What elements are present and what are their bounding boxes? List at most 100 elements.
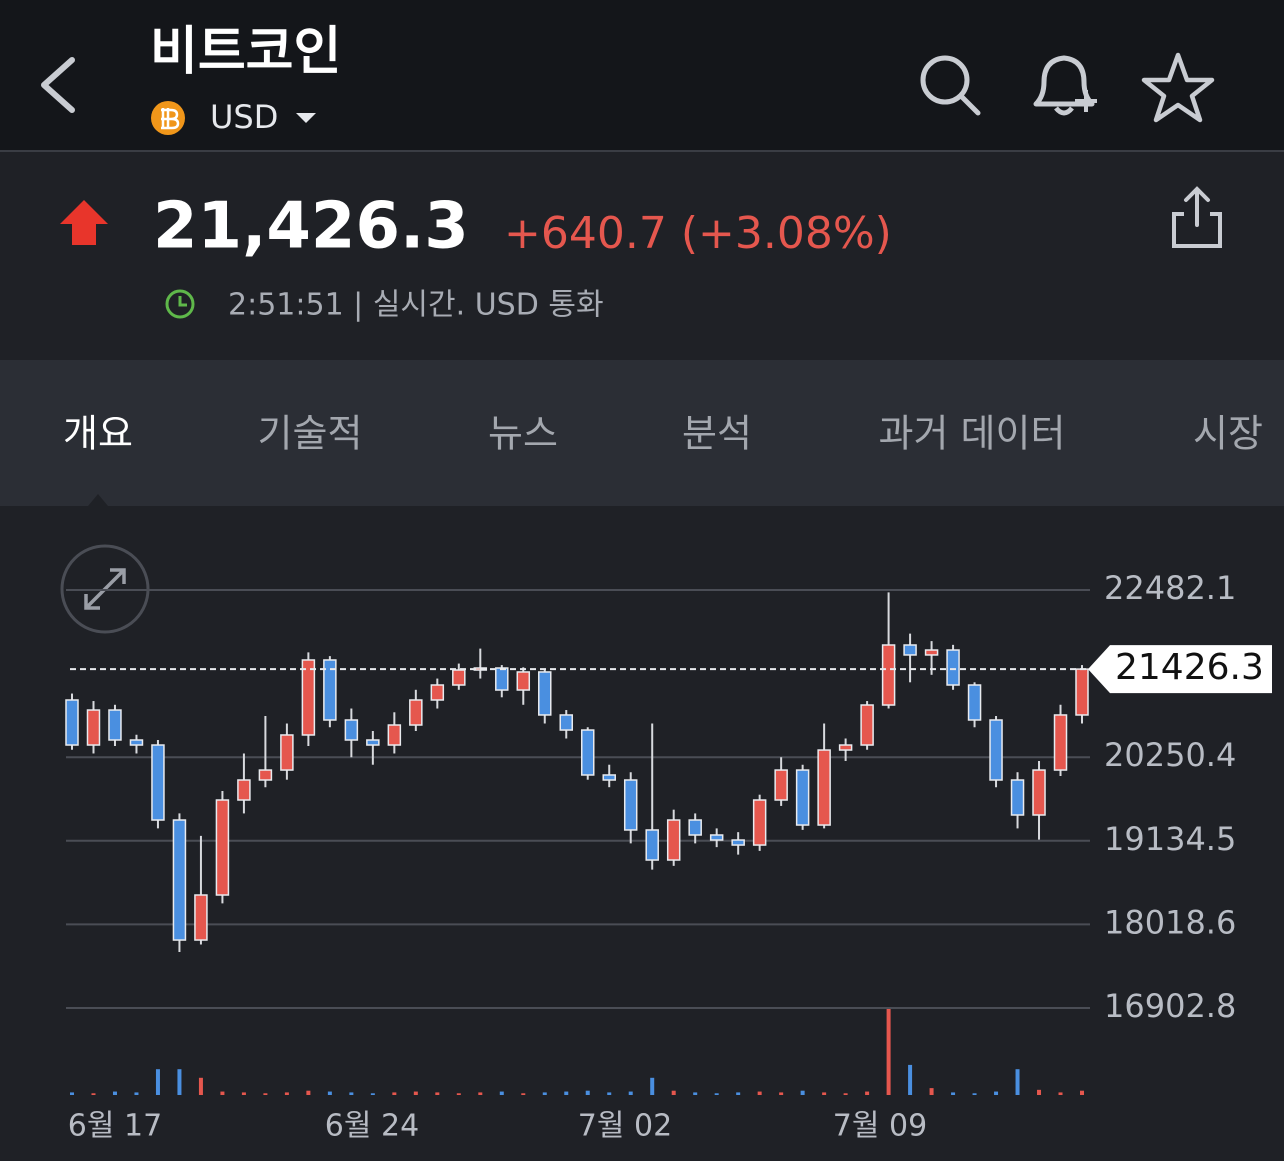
candle-body [881,644,896,706]
volume-bar [91,1093,96,1095]
tab[interactable]: 시장 [1193,412,1263,456]
volume-bar [564,1091,569,1095]
title: 비트코인 [150,22,341,82]
candle-body [688,819,702,836]
candle-body [129,739,144,746]
candle-body [495,667,509,691]
favorite-button[interactable] [1141,52,1215,123]
y-tick-label: 18018.6 [1104,903,1236,941]
candle-body [967,684,982,721]
candle-body [1053,714,1068,771]
x-tick-label: 6월 17 [68,1109,162,1144]
candle-body [623,779,638,831]
volume-bar [865,1091,870,1095]
candle-body [602,774,616,781]
volume-bar [779,1092,784,1095]
x-tick-label: 7월 02 [578,1109,672,1144]
volume-bar [1080,1090,1084,1095]
volume-bar [542,1092,547,1095]
price-change: +640.7 (+3.08%) [504,208,892,259]
quote-panel [0,152,1284,360]
volume-bar [263,1093,268,1095]
candle-body [151,744,165,821]
candle-body [215,799,230,896]
candle-body [559,714,574,731]
status-text: 2:51:51 | 실시간. USD 통화 [228,288,604,323]
candle-body [516,671,531,691]
volume-bar [693,1092,698,1095]
volume-bar [306,1090,311,1095]
y-tick-label: 16902.8 [1104,987,1236,1025]
volume-bar [392,1092,397,1095]
volume-bar [177,1069,182,1095]
volume-bar [478,1092,483,1095]
candle-body [366,739,380,746]
tab-bar [0,360,1284,506]
volume-bar [70,1092,74,1095]
candle-body [65,699,79,746]
volume-bar [1058,1092,1063,1095]
candle-body [709,834,724,841]
tab[interactable]: 분석 [682,412,752,456]
volume-bar [284,1092,289,1095]
volume-bar [607,1092,612,1095]
candle-body [580,729,595,776]
tab[interactable]: 뉴스 [488,412,558,456]
candlestick-chart: 22482.1 20250.4 19134.5 18018.6 16902.8 21426… [65,569,1272,1144]
volume-bar [1015,1069,1020,1095]
candle-body [194,894,208,941]
x-tick-label: 7월 09 [833,1109,927,1144]
candle-body [795,769,810,826]
candle-body [430,684,445,701]
candle-body [838,744,853,751]
candle-body [946,649,960,686]
search-button[interactable] [920,55,981,116]
volume-bar [886,1009,891,1095]
volume-bar [370,1093,375,1095]
candle-body [1010,779,1025,816]
volume-bar [800,1090,805,1095]
candle-body [666,819,681,861]
dropdown-arrow[interactable] [296,113,316,123]
volume-bar [1037,1089,1042,1095]
y-tick-label: 22482.1 [1104,569,1236,607]
currency-selector[interactable]: USD [210,98,278,136]
back-button[interactable] [41,57,75,113]
volume-bar [951,1092,956,1095]
candle-body [387,724,402,746]
volume-bar [908,1064,913,1095]
volume-bar [521,1093,526,1095]
bitcoin-icon [151,101,185,135]
y-tick-label: 20250.4 [1104,736,1236,774]
candle-body [860,704,874,746]
volume-bar [220,1091,225,1095]
candle-body [752,799,767,846]
volume-bar [843,1093,848,1095]
tab[interactable]: 기술적 [258,412,363,456]
candle-body [280,734,294,771]
price: 21,426.3 [153,190,469,264]
candle-body [1075,668,1089,716]
candle-body [258,769,273,781]
tab[interactable]: 과거 데이터 [879,412,1066,456]
tab[interactable]: 개요 [63,412,133,456]
share-button[interactable] [1172,186,1222,248]
volume-bar [929,1088,934,1095]
candle-body [172,819,187,941]
candle-body [989,719,1003,781]
volume-bar [349,1092,354,1095]
volume-bar [714,1093,719,1095]
volume-bar [327,1091,332,1095]
alert-button[interactable] [1033,55,1097,116]
candle-body [237,779,251,801]
candle-body [924,649,939,656]
candle-body [86,709,101,746]
top-bar [0,0,1284,151]
candle-body [452,669,466,686]
volume-bar [499,1091,504,1095]
candle-body [774,769,788,801]
candle-body [1032,769,1046,816]
y-tick-label: 19134.5 [1104,820,1236,858]
